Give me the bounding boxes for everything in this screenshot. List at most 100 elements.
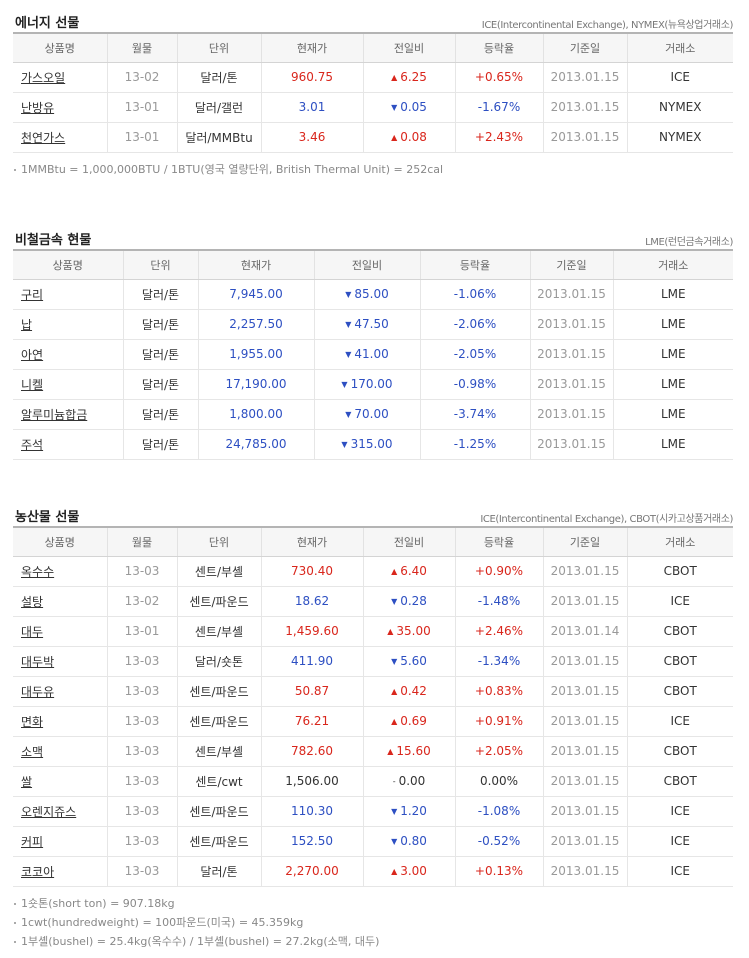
change-value: 0.28 (400, 594, 427, 608)
commodity-cell: 소맥 (13, 736, 107, 767)
agri-body: 옥수수 13-03 센트/부셸 730.40 ▲ 6.40 +0.90% 2013.01.15… (13, 556, 733, 887)
commodity-link[interactable]: 납 (21, 317, 33, 332)
change-value: 85.00 (354, 287, 389, 301)
column-header: 현재가 (197, 249, 314, 280)
commodity-cell: 면화 (13, 706, 107, 737)
exchange-cell: CBOT (626, 676, 733, 707)
rate-cell: 0.00% (454, 766, 543, 797)
commodity-link[interactable]: 대두유 (21, 684, 55, 699)
table-row: 가스오일 13-02 달러/톤 960.75 ▲ 6.25 +0.65% 2013.01.15… (13, 62, 733, 93)
base-date: 2013.01.15 (529, 309, 613, 340)
commodity-cell: 쌀 (13, 766, 107, 797)
metals-section: 비철금속 현물 LME(런던금속거래소) 상품명 단위 현재가 전일비 등락율 기준일 거래… (13, 225, 733, 460)
contract-month: 13-03 (106, 736, 177, 767)
table-row: 소맥 13-03 센트/부셸 782.60 ▲ 15.60 +2.05% 2013.01.15… (13, 736, 733, 767)
commodity-link[interactable]: 가스오일 (21, 70, 66, 85)
change-cell: ▲ 3.00 (362, 856, 455, 887)
commodity-link[interactable]: 천연가스 (21, 130, 66, 145)
commodity-link[interactable]: 소맥 (21, 744, 44, 759)
change-cell: ▼ 0.80 (362, 826, 455, 857)
table-row: 면화 13-03 센트/파운드 76.21 ▲ 0.69 +0.91% 2013.01.15 I… (13, 706, 733, 737)
commodity-link[interactable]: 난방유 (21, 100, 55, 115)
exchange-cell: LME (612, 339, 733, 370)
energy-header: 에너지 선물 ICE(Intercontinental Exchange), N… (13, 8, 733, 32)
commodity-link[interactable]: 니켈 (21, 377, 44, 392)
up-arrow-icon: ▲ (387, 747, 394, 756)
commodity-link[interactable]: 구리 (21, 287, 44, 302)
commodity-cell: 코코아 (13, 856, 107, 887)
change-cell: -0.00 (362, 766, 455, 797)
energy-table: 상품명 월물 단위 현재가 전일비 등락율 기준일 거래소 가스오일 13-02 달러/톤 960.… (13, 32, 733, 153)
price-cell: 411.90 (260, 646, 363, 677)
commodity-link[interactable]: 대두박 (21, 654, 55, 669)
table-row: 코코아 13-03 달러/톤 2,270.00 ▲ 3.00 +0.13% 2013.01.1… (13, 856, 733, 887)
energy-section: 에너지 선물 ICE(Intercontinental Exchange), N… (13, 8, 733, 179)
commodity-link[interactable]: 커피 (21, 834, 44, 849)
commodity-link[interactable]: 옥수수 (21, 564, 55, 579)
unit-cell: 달러/톤 (122, 339, 198, 370)
commodity-link[interactable]: 대두 (21, 624, 44, 639)
down-arrow-icon: ▼ (341, 440, 348, 449)
up-arrow-icon: ▲ (391, 687, 398, 696)
unit-cell: 센트/파운드 (176, 706, 261, 737)
change-cell: ▼ 5.60 (362, 646, 455, 677)
contract-month: 13-03 (106, 796, 177, 827)
change-cell: ▲ 15.60 (362, 736, 455, 767)
column-header: 기준일 (529, 249, 613, 280)
commodity-link[interactable]: 면화 (21, 714, 44, 729)
change-value: 70.00 (354, 407, 389, 421)
commodity-link[interactable]: 주석 (21, 437, 44, 452)
agri-source: ICE(Intercontinental Exchange), CBOT(시카고… (480, 514, 733, 525)
footnote: 1부셸(bushel) = 25.4kg(옥수수) / 1부셸(bushel) … (13, 932, 733, 951)
column-header: 단위 (122, 249, 198, 280)
table-row: 대두 13-01 센트/부셸 1,459.60 ▲ 35.00 +2.46% 2013.01.… (13, 616, 733, 647)
rate-cell: -1.34% (454, 646, 543, 677)
commodity-link[interactable]: 오렌지쥬스 (21, 804, 77, 819)
table-row: 아연 달러/톤 1,955.00 ▼ 41.00 -2.05% 2013.01.15 LME (13, 339, 733, 370)
rate-cell: -1.06% (419, 279, 530, 310)
unit-cell: 달러/톤 (122, 309, 198, 340)
change-value: 0.80 (400, 834, 427, 848)
base-date: 2013.01.15 (542, 766, 627, 797)
commodity-link[interactable]: 알루미늄합금 (21, 407, 88, 422)
commodity-cell: 대두 (13, 616, 107, 647)
commodity-link[interactable]: 설탕 (21, 594, 44, 609)
base-date: 2013.01.15 (542, 676, 627, 707)
exchange-cell: ICE (626, 796, 733, 827)
price-cell: 960.75 (260, 62, 363, 93)
column-header: 거래소 (626, 32, 733, 63)
price-cell: 24,785.00 (197, 429, 314, 460)
down-arrow-icon: ▼ (391, 837, 398, 846)
column-header: 등락율 (454, 526, 543, 557)
base-date: 2013.01.14 (542, 616, 627, 647)
contract-month: 13-01 (106, 122, 177, 153)
commodity-cell: 가스오일 (13, 62, 107, 93)
table-row: 주석 달러/톤 24,785.00 ▼ 315.00 -1.25% 2013.01.15 LM… (13, 429, 733, 460)
price-cell: 110.30 (260, 796, 363, 827)
column-header: 단위 (176, 32, 261, 63)
change-cell: ▼ 47.50 (313, 309, 420, 340)
change-cell: ▼ 1.20 (362, 796, 455, 827)
commodity-cell: 주석 (13, 429, 123, 460)
change-value: 3.00 (400, 864, 427, 878)
table-row: 설탕 13-02 센트/파운드 18.62 ▼ 0.28 -1.48% 2013.01.15 I… (13, 586, 733, 617)
price-cell: 1,800.00 (197, 399, 314, 430)
table-row: 커피 13-03 센트/파운드 152.50 ▼ 0.80 -0.52% 2013.01.15… (13, 826, 733, 857)
base-date: 2013.01.15 (542, 826, 627, 857)
unit-cell: 달러/숏톤 (176, 646, 261, 677)
column-header: 현재가 (260, 526, 363, 557)
dash-icon: - (392, 777, 396, 786)
change-cell: ▼ 315.00 (313, 429, 420, 460)
commodity-link[interactable]: 쌀 (21, 774, 33, 789)
contract-month: 13-03 (106, 646, 177, 677)
commodity-link[interactable]: 코코아 (21, 864, 55, 879)
change-value: 15.60 (396, 744, 431, 758)
change-cell: ▲ 0.42 (362, 676, 455, 707)
change-value: 0.69 (400, 714, 427, 728)
change-cell: ▼ 0.05 (362, 92, 455, 123)
rate-cell: +0.13% (454, 856, 543, 887)
change-cell: ▲ 35.00 (362, 616, 455, 647)
commodity-link[interactable]: 아연 (21, 347, 44, 362)
bullet-icon (14, 902, 16, 905)
metals-header: 비철금속 현물 LME(런던금속거래소) (13, 225, 733, 249)
